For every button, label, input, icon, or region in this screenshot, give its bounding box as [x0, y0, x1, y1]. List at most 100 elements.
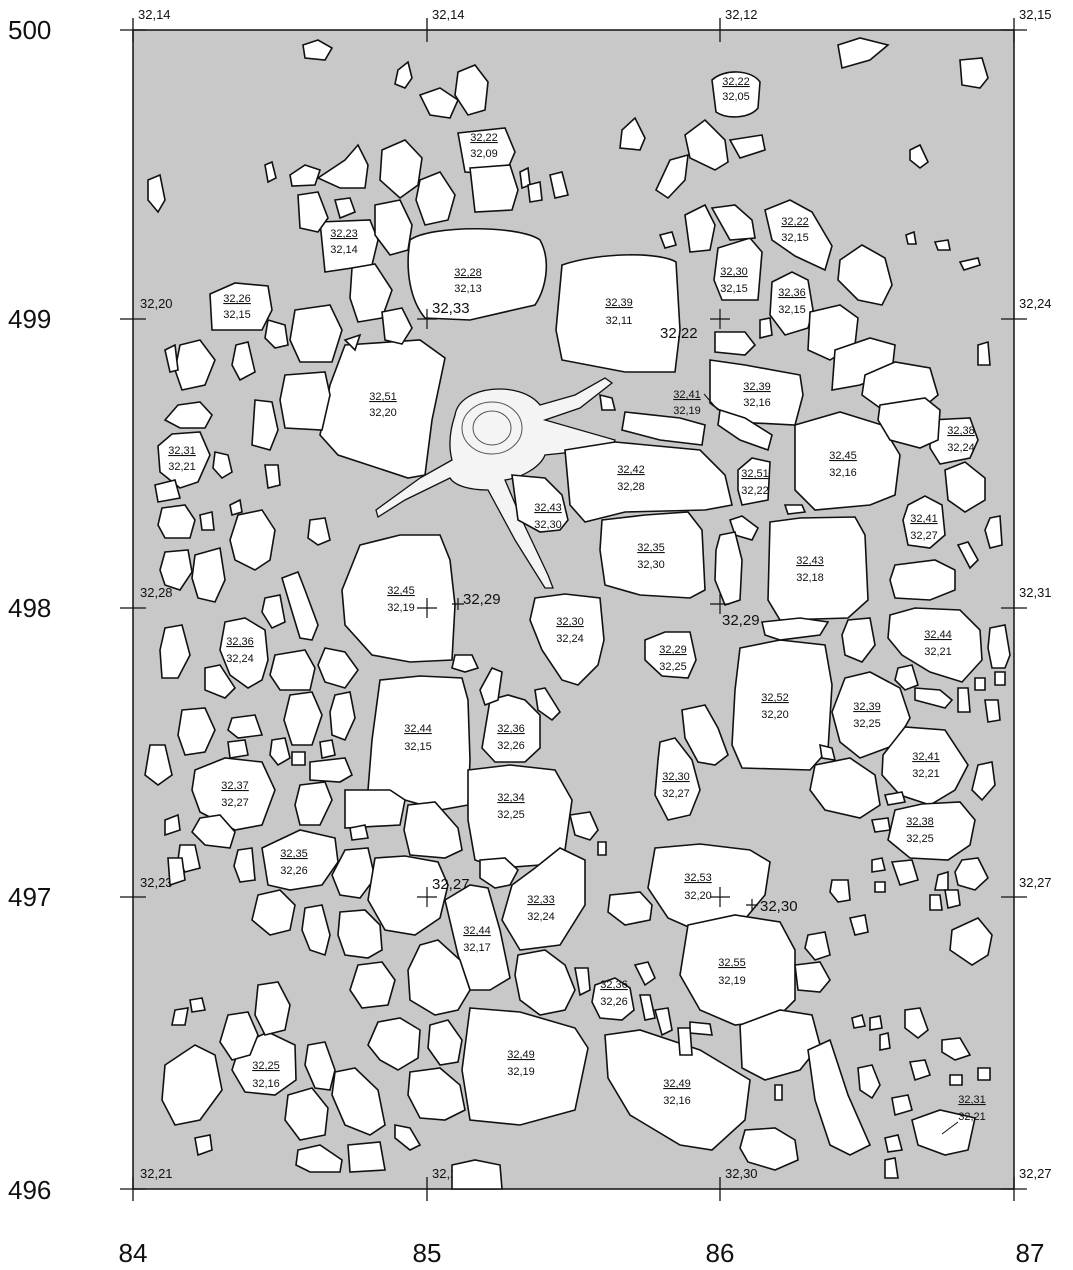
stone-outline — [344, 789, 406, 829]
stone-outline — [147, 173, 166, 214]
stone-outline — [331, 847, 376, 899]
stone-bottom: 32,24 — [556, 633, 584, 645]
stone-outline — [269, 649, 316, 691]
stone-outline — [929, 894, 943, 911]
stone-outline — [319, 219, 379, 273]
stone-outline — [869, 1015, 883, 1031]
stone-outline — [379, 139, 423, 200]
stone-bottom: 32,21 — [912, 768, 940, 780]
stone-outline — [297, 191, 329, 233]
stone-label: 32,39 32,25 — [853, 701, 881, 730]
stone-outline — [514, 949, 576, 1016]
stone-outline — [881, 726, 969, 806]
grid-ticks — [120, 18, 1027, 1201]
stone-outline — [304, 1041, 336, 1091]
y-axis-label: 500 — [8, 15, 51, 45]
stone-label: 32,39 32,16 — [743, 381, 771, 409]
stone-outline — [394, 1124, 422, 1151]
stone-outline — [167, 857, 186, 887]
stone-label: 32,25 32,16 — [252, 1060, 280, 1090]
unlabeled-stones — [144, 37, 1011, 1190]
stone-outline — [714, 331, 757, 356]
stone-outline — [819, 743, 837, 761]
spot-height: 32,29 — [722, 612, 760, 629]
stone-outline — [904, 1007, 929, 1040]
grid-elevation: 32,12 — [725, 7, 758, 22]
stone-outline — [479, 857, 519, 889]
stone-outline — [427, 1019, 463, 1066]
stone-label: 32,55 32,19 — [718, 957, 746, 987]
stone-bottom: 32,19 — [387, 602, 415, 614]
grid-elevation: 32,27 — [1019, 875, 1052, 890]
stone-top: 32,41 — [673, 389, 701, 401]
stone-bottom: 32,13 — [454, 283, 482, 295]
spot-height: 32,33 — [432, 300, 470, 317]
stone-outline — [767, 516, 869, 621]
stone-bottom: 32,25 — [853, 718, 881, 730]
stone-outline — [229, 509, 276, 571]
y-axis-labels: 500 499 498 497 496 — [8, 15, 51, 1205]
stone-outline — [959, 57, 989, 89]
stone-label: 32,41 32,19 — [673, 389, 701, 417]
stone-outline — [607, 891, 653, 926]
stone-label: 32,44 32,21 — [924, 629, 952, 658]
stone-outline — [654, 153, 689, 200]
y-axis-label: 499 — [8, 304, 51, 334]
stone-outline — [229, 498, 243, 517]
grid-elevation: 32,27 — [1019, 1166, 1052, 1181]
stone-outline — [857, 1064, 881, 1100]
x-axis-label: 87 — [1016, 1238, 1045, 1268]
stone-outline — [977, 340, 991, 366]
stone-outline — [333, 197, 357, 220]
stone-outline — [349, 961, 396, 1009]
stone-label: 32,38 32,24 — [947, 425, 975, 454]
stone-outline — [564, 441, 733, 523]
survey-cross — [710, 309, 730, 329]
stone-outline — [269, 737, 291, 767]
stone-top: 32,51 — [369, 391, 397, 403]
stone-outline — [949, 1074, 963, 1086]
stone-top: 32,49 — [663, 1078, 691, 1090]
stone-bottom: 32,24 — [527, 911, 555, 923]
stone-label: 32,44 32,17 — [463, 925, 491, 954]
grid-elevation: 32,28 — [140, 585, 173, 600]
stone-outline — [728, 134, 766, 159]
stone-label: 32,34 32,25 — [497, 792, 525, 821]
stone-bottom: 32,30 — [534, 519, 562, 531]
stone-label: 32,38 32,25 — [906, 816, 934, 845]
stone-outline — [457, 127, 516, 176]
stone-top: 32,35 — [280, 848, 308, 860]
stone-outline — [974, 677, 986, 691]
stone-label: 32,41 32,27 — [910, 513, 938, 542]
stone-outline — [301, 904, 331, 957]
stone-outline — [871, 857, 886, 873]
stone-bottom: 32,19 — [507, 1066, 535, 1078]
stone-outline — [337, 909, 383, 959]
stone-outline — [894, 664, 919, 691]
stone-bottom: 32,21 — [168, 461, 196, 473]
stone-top: 32,55 — [718, 957, 746, 969]
stone-bottom: 32,27 — [221, 797, 249, 809]
stone-outline — [837, 37, 890, 70]
survey-points — [417, 309, 758, 911]
stone-label: 32,22 32,05 — [722, 76, 750, 103]
stone-top: 32,36 — [226, 636, 254, 648]
stone-outline — [481, 694, 541, 763]
stone-outline — [407, 939, 471, 1016]
stone-outline — [479, 666, 503, 707]
stone-label: 32,37 32,27 — [221, 780, 249, 809]
stone-top: 32,25 — [252, 1060, 280, 1072]
stone-outline — [949, 917, 993, 966]
stone-outline — [281, 570, 319, 641]
stone-outline — [887, 801, 976, 861]
y-axis-label: 496 — [8, 1175, 51, 1205]
stone-outline — [829, 879, 851, 903]
stone-outline — [794, 411, 901, 511]
stone-outline — [194, 1134, 213, 1157]
stone-bottom: 32,15 — [720, 283, 748, 295]
stone-outline — [737, 457, 771, 506]
survey-cross — [710, 887, 730, 907]
stone-label: 32,36 32,24 — [226, 636, 254, 665]
stone-label: 32,51 32,20 — [369, 391, 397, 419]
stone-outline — [689, 1021, 713, 1036]
